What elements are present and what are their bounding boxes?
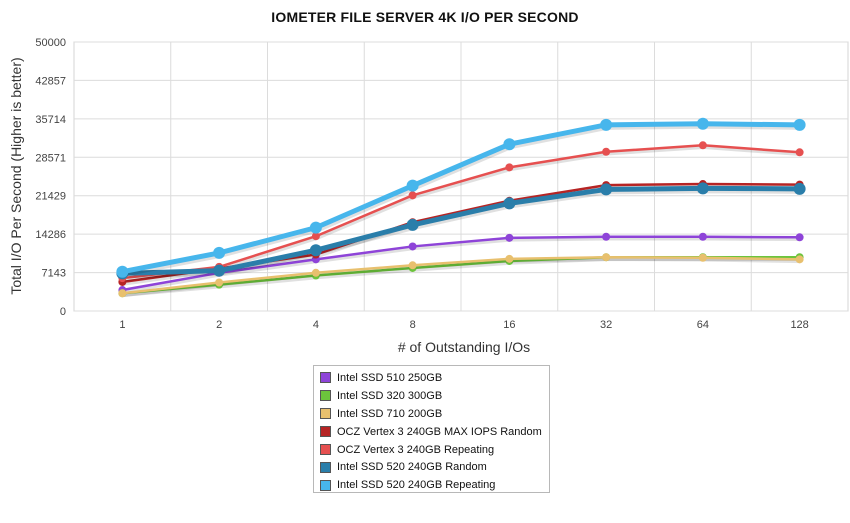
data-point (505, 163, 514, 172)
data-point (408, 191, 417, 200)
chart-title: IOMETER FILE SERVER 4K I/O PER SECOND (271, 9, 579, 25)
legend-swatch (320, 444, 331, 455)
data-point (309, 221, 322, 234)
x-tick-label: 2 (216, 319, 222, 331)
legend-swatch (320, 390, 331, 402)
data-point (311, 232, 320, 241)
data-point (795, 233, 804, 242)
y-tick-label: 14286 (35, 229, 66, 241)
data-point (406, 179, 419, 192)
y-tick-label: 35714 (35, 114, 66, 126)
series-5 (116, 182, 806, 280)
legend-item: Intel SSD 710 200GB (320, 405, 549, 423)
series-line (122, 235, 800, 292)
data-point (793, 118, 806, 131)
series-6 (116, 117, 806, 278)
x-tick-label: 128 (790, 319, 808, 331)
data-point (602, 253, 611, 262)
data-point (408, 261, 417, 270)
x-tick-label: 8 (410, 319, 416, 331)
series-line (122, 185, 800, 276)
data-point (503, 197, 516, 210)
data-point (600, 183, 613, 196)
gridlines (73, 41, 849, 312)
data-point (118, 289, 127, 298)
y-tick-label: 28571 (35, 152, 66, 164)
data-point (698, 253, 707, 262)
data-point (213, 246, 226, 259)
data-point (309, 244, 322, 257)
legend-label: OCZ Vertex 3 240GB Repeating (337, 443, 495, 456)
data-point (795, 148, 804, 157)
data-point (505, 233, 514, 242)
data-point (793, 182, 806, 195)
series-shadow (123, 257, 801, 297)
legend-label: Intel SSD 320 300GB (337, 389, 443, 402)
series-shadow (123, 145, 801, 282)
series-line (121, 121, 800, 275)
data-point (505, 254, 514, 263)
series-2 (118, 253, 804, 298)
legend-swatch (320, 372, 331, 384)
x-tick-label: 16 (503, 319, 515, 331)
legend-label: OCZ Vertex 3 240GB MAX IOPS Random (337, 425, 542, 438)
legend-label: Intel SSD 510 250GB (337, 371, 443, 384)
data-point (602, 232, 611, 241)
legend-item: OCZ Vertex 3 240GB MAX IOPS Random (320, 423, 549, 441)
legend-label: Intel SSD 520 240GB Random (337, 461, 487, 474)
legend-swatch (320, 461, 331, 473)
y-tick-label: 42857 (35, 75, 66, 87)
series-lines (116, 117, 806, 298)
y-tick-label: 21429 (35, 191, 66, 203)
data-point (698, 141, 707, 150)
y-axis-label: Total I/O Per Second (Higher is better) (8, 57, 24, 294)
legend-swatch (320, 426, 331, 438)
series-line (122, 255, 800, 295)
data-point (408, 242, 417, 251)
legend-item: Intel SSD 320 300GB (320, 387, 549, 405)
data-point (795, 255, 804, 264)
legend-label: Intel SSD 710 200GB (337, 407, 443, 420)
legend-swatch (320, 408, 331, 420)
legend-item: OCZ Vertex 3 240GB Repeating (320, 441, 549, 459)
data-point (602, 147, 611, 156)
chart-legend: Intel SSD 510 250GB Intel SSD 320 300GB In… (313, 365, 550, 493)
data-point (213, 264, 226, 277)
series-line (122, 144, 800, 280)
x-axis-label: # of Outstanding I/Os (398, 339, 530, 355)
data-point (215, 278, 224, 287)
series-shadow (123, 257, 801, 297)
legend-item: Intel SSD 520 240GB Repeating (320, 476, 549, 494)
data-point (311, 268, 320, 277)
legend-item: Intel SSD 510 250GB (320, 369, 549, 387)
data-point (503, 138, 516, 151)
x-tick-label: 64 (697, 319, 709, 331)
data-point (696, 117, 709, 130)
x-tick-label: 1 (119, 319, 125, 331)
data-point (600, 118, 613, 131)
data-point (698, 232, 707, 241)
x-tick-label: 4 (313, 319, 319, 331)
legend-label: Intel SSD 520 240GB Repeating (337, 479, 496, 492)
y-tick-label: 7143 (42, 268, 66, 280)
data-point (696, 182, 709, 195)
y-tick-label: 50000 (35, 37, 66, 49)
y-tick-label: 0 (60, 306, 66, 318)
axes: 0 7143 14286 21429 28571 35714 42857 50000 1 2 4 8 1… (35, 37, 808, 331)
legend-swatch (320, 479, 331, 491)
legend-item: Intel SSD 520 240GB Random (320, 458, 549, 476)
data-point (116, 265, 129, 278)
x-tick-label: 32 (600, 319, 612, 331)
series-shadow (123, 237, 801, 294)
data-point (406, 218, 419, 231)
